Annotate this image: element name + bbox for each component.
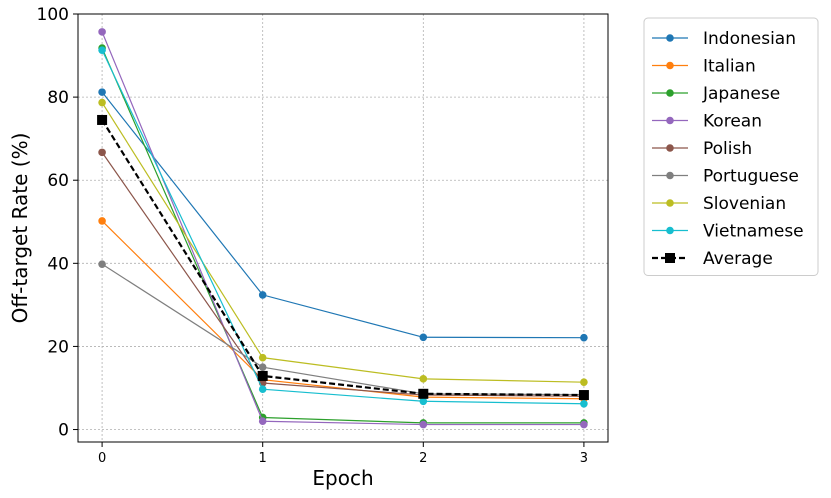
x-tick-label: 0 (98, 451, 106, 466)
legend-item-korean: Korean (652, 112, 762, 132)
y-tick-label: 60 (47, 171, 69, 191)
series-line (101, 47, 584, 424)
data-point (258, 363, 267, 372)
legend-item-italian: Italian (652, 57, 756, 77)
legend-item-portuguese: Portuguese (652, 167, 799, 187)
legend-item-japanese: Japanese (652, 84, 780, 104)
series-average (97, 114, 589, 401)
data-point (98, 98, 106, 107)
series-line (101, 49, 584, 405)
legend-marker (666, 34, 674, 42)
series-lines (97, 28, 589, 429)
y-tick-label: 0 (58, 421, 69, 441)
x-tick-label: 1 (259, 451, 267, 466)
series-line (101, 91, 584, 339)
legend-label: Korean (703, 112, 762, 132)
x-tick-label: 2 (419, 451, 427, 466)
series-line (101, 31, 584, 426)
legend-marker (665, 253, 675, 263)
legend-item-polish: Polish (652, 139, 752, 159)
data-point (419, 420, 428, 429)
legend-label: Japanese (702, 84, 780, 104)
series-line (101, 220, 584, 400)
series-korean (98, 28, 588, 429)
legend-item-indonesian: Indonesian (652, 29, 796, 49)
legend-item-average: Average (652, 249, 773, 269)
legend-marker (666, 144, 674, 152)
legend-label: Italian (703, 57, 756, 77)
legend-marker (666, 116, 674, 125)
legend-box (643, 17, 819, 276)
data-point (98, 46, 106, 54)
data-point (258, 385, 267, 394)
data-point (580, 420, 588, 429)
y-tick-label: 80 (47, 88, 69, 108)
data-point (578, 390, 589, 401)
data-point (418, 388, 429, 399)
legend-marker (666, 199, 674, 207)
data-point (97, 114, 108, 125)
series-indonesian (98, 88, 588, 342)
series-line (101, 119, 584, 397)
legend: Indonesian Italian Japanese Korean Polish Por… (643, 17, 819, 276)
y-tick-label: 100 (37, 5, 69, 25)
x-tick-label: 3 (580, 451, 588, 466)
legend-label: Portuguese (703, 167, 799, 187)
legend-marker (666, 171, 674, 180)
data-point (580, 333, 588, 342)
data-point (98, 260, 106, 268)
plot-frame (77, 13, 609, 443)
legend-item-vietnamese: Vietnamese (652, 222, 804, 242)
legend-label: Average (703, 249, 773, 269)
legend-marker (666, 61, 674, 70)
legend-label: Indonesian (703, 29, 796, 49)
legend-label: Vietnamese (703, 222, 804, 242)
y-tick-label: 40 (47, 254, 69, 274)
data-point (98, 148, 106, 157)
axes: 0 1 2 3 0 20 40 60 80 100 (37, 5, 589, 466)
data-point (580, 378, 588, 386)
series-line (101, 102, 584, 383)
y-axis-label: Off-target Rate (%) (8, 133, 32, 324)
data-point (419, 333, 428, 342)
data-point (580, 399, 588, 408)
data-point (258, 291, 267, 299)
data-point (98, 88, 106, 96)
series-slovenian (98, 98, 588, 386)
data-point (258, 353, 267, 362)
legend-marker (666, 226, 674, 235)
legend-marker (666, 89, 674, 97)
legend-label: Slovenian (703, 194, 786, 214)
data-point (98, 217, 106, 225)
data-point (419, 375, 428, 383)
data-point (258, 417, 267, 426)
data-point (257, 370, 268, 381)
y-tick-label: 20 (47, 337, 69, 357)
data-point (98, 28, 106, 36)
series-line (101, 152, 584, 397)
series-vietnamese (98, 46, 588, 408)
x-axis-label: Epoch (312, 466, 373, 490)
legend-label: Polish (703, 139, 752, 159)
data-point (419, 397, 428, 406)
legend-item-slovenian: Slovenian (652, 194, 786, 214)
